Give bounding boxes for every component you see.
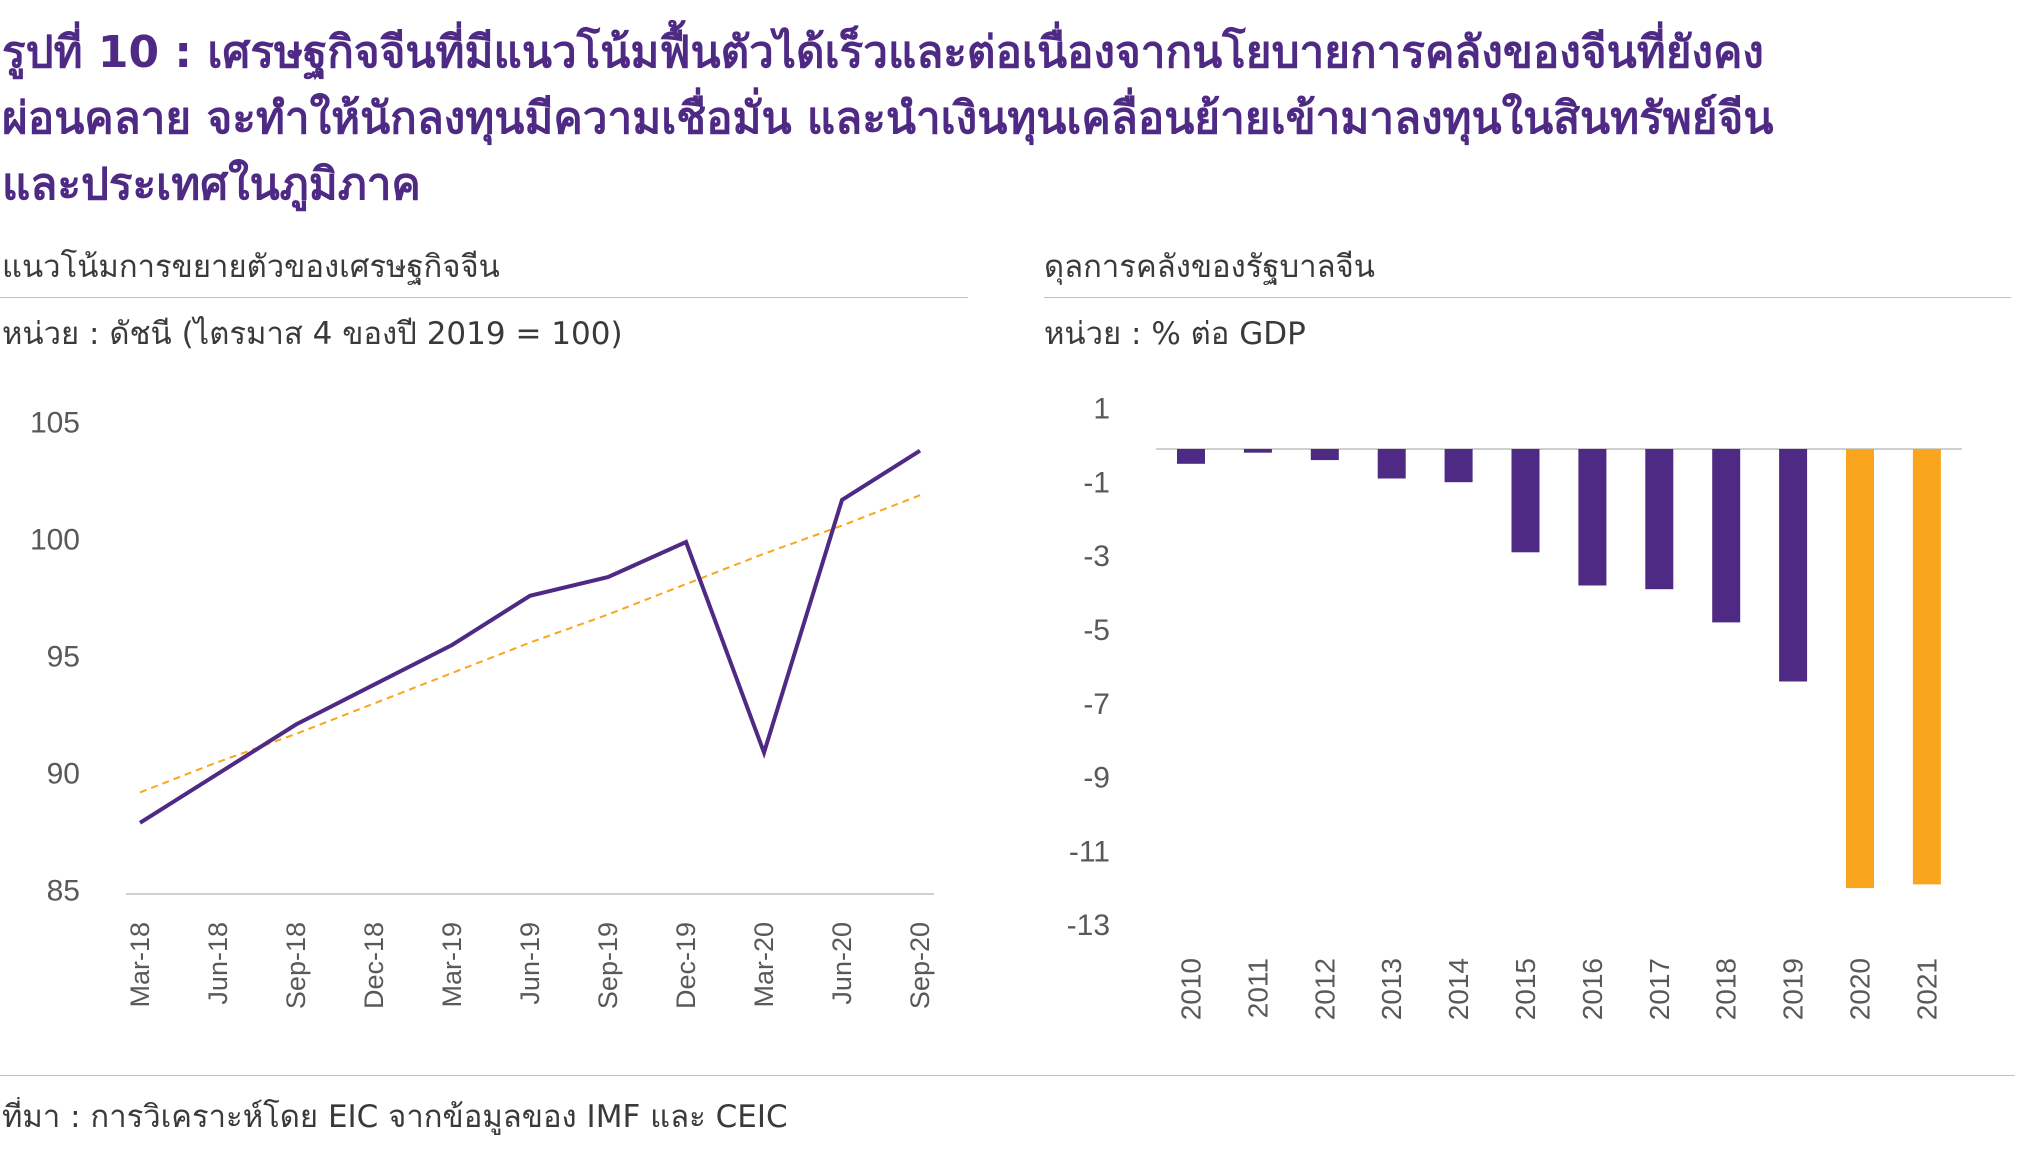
trend-point xyxy=(917,492,923,498)
x-tick-label: Dec-19 xyxy=(671,922,701,1009)
figure-title-line-1: รูปที่ 10 : เศรษฐกิจจีนที่มีแนวโน้มฟื้นต… xyxy=(2,27,1764,78)
index-series-line xyxy=(138,449,922,825)
growth-chart-title-divider xyxy=(0,297,968,298)
index-point xyxy=(293,722,299,728)
index-point xyxy=(917,448,923,454)
bar-2015 xyxy=(1511,449,1540,553)
trend-point xyxy=(449,670,455,676)
y-tick-label: 95 xyxy=(47,641,80,674)
index-point xyxy=(137,820,143,826)
x-tick-label: Sep-20 xyxy=(905,922,935,1009)
x-tick-label: Jun-20 xyxy=(827,922,857,1005)
trend-point xyxy=(371,701,377,707)
x-tick-label: Mar-18 xyxy=(125,922,155,1008)
x-tick-label: Sep-19 xyxy=(593,922,623,1009)
figure-title-line-3: และประเทศในภูมิภาค xyxy=(2,159,421,210)
x-tick-label: Mar-19 xyxy=(437,922,467,1008)
y-tick-label: -7 xyxy=(1083,688,1110,721)
y-tick-label: 90 xyxy=(47,758,80,791)
bar-2019 xyxy=(1779,449,1808,682)
x-tick-label: Mar-20 xyxy=(749,922,779,1008)
bar-2014 xyxy=(1444,449,1473,483)
x-tick-label: 2017 xyxy=(1644,958,1675,1020)
fiscal-chart-title: ดุลการคลังของรัฐบาลจีน xyxy=(1044,249,1375,285)
x-tick-label: Jun-19 xyxy=(515,922,545,1005)
x-tick-label: 2011 xyxy=(1242,958,1273,1018)
index-point xyxy=(683,539,689,545)
bar-2021 xyxy=(1912,449,1941,885)
trend-point xyxy=(839,523,845,529)
index-point xyxy=(449,642,455,648)
trend-line xyxy=(139,494,921,794)
trend-point xyxy=(137,789,143,795)
bar-2010 xyxy=(1177,449,1205,464)
bar-2017 xyxy=(1645,449,1674,590)
bar-2013 xyxy=(1377,449,1406,479)
y-tick-label: 1 xyxy=(1093,393,1110,426)
x-tick-label: 2012 xyxy=(1309,958,1340,1020)
x-tick-label: Sep-18 xyxy=(281,922,311,1009)
bar-2016 xyxy=(1578,449,1607,586)
bar-2012 xyxy=(1310,449,1339,461)
y-tick-label: 85 xyxy=(47,875,80,908)
y-tick-label: -11 xyxy=(1069,835,1110,868)
x-tick-label: 2019 xyxy=(1778,958,1809,1020)
x-tick-label: 2020 xyxy=(1845,958,1876,1020)
x-tick-label: 2010 xyxy=(1176,958,1207,1020)
x-tick-label: 2018 xyxy=(1711,958,1742,1020)
bar-2011 xyxy=(1243,449,1272,453)
x-tick-label: 2014 xyxy=(1443,958,1474,1020)
index-point xyxy=(371,682,377,688)
index-point xyxy=(215,771,221,777)
y-tick-label: -1 xyxy=(1083,466,1110,499)
bar-2018 xyxy=(1712,449,1741,623)
index-point xyxy=(761,750,767,756)
x-tick-label: 2021 xyxy=(1911,958,1942,1020)
index-point xyxy=(839,497,845,503)
fiscal-balance-bar-chart: 1 -1 -3 -5 -7 -9 -11 -13 2010 2011 2012 2013 2014 201… xyxy=(1067,393,1962,1020)
growth-index-line-chart: 85 90 95 100 105 Mar-18 Jun-18 Sep-18 Dec-18 Mar-… xyxy=(30,407,935,1010)
y-tick-label: 105 xyxy=(30,407,80,440)
growth-chart-title: แนวโน้มการขยายตัวของเศรษฐกิจจีน xyxy=(2,249,500,285)
x-tick-label: Jun-18 xyxy=(203,922,233,1005)
trend-point xyxy=(761,551,767,557)
fiscal-chart-unit: หน่วย : % ต่อ GDP xyxy=(1044,316,1306,352)
growth-chart-unit: หน่วย : ดัชนี (ไตรมาส 4 ของปี 2019 = 100… xyxy=(2,316,623,352)
trend-point xyxy=(215,759,221,765)
x-tick-label: Dec-18 xyxy=(359,922,389,1009)
y-tick-label: -9 xyxy=(1083,762,1110,795)
y-tick-label: -13 xyxy=(1067,909,1110,942)
footer-divider xyxy=(0,1075,2015,1076)
trend-point xyxy=(527,640,533,646)
x-tick-label: 2013 xyxy=(1376,958,1407,1020)
index-point xyxy=(605,574,611,580)
trend-point xyxy=(605,612,611,618)
fiscal-chart-title-divider xyxy=(1044,297,2011,298)
x-tick-label: 2016 xyxy=(1577,958,1608,1020)
trend-point xyxy=(683,581,689,587)
y-tick-label: -5 xyxy=(1083,614,1110,647)
y-tick-label: 100 xyxy=(30,524,80,557)
trend-point xyxy=(293,731,299,737)
figure-title-line-2: ผ่อนคลาย จะทำให้นักลงทุนมีความเชื่อมั่น … xyxy=(2,93,1774,144)
source-note: ที่มา : การวิเคราะห์โดย EIC จากข้อมูลของ… xyxy=(2,1099,788,1135)
bar-2020 xyxy=(1846,449,1874,889)
index-point xyxy=(527,593,533,599)
y-tick-label: -3 xyxy=(1083,540,1110,573)
x-tick-label: 2015 xyxy=(1510,958,1541,1020)
